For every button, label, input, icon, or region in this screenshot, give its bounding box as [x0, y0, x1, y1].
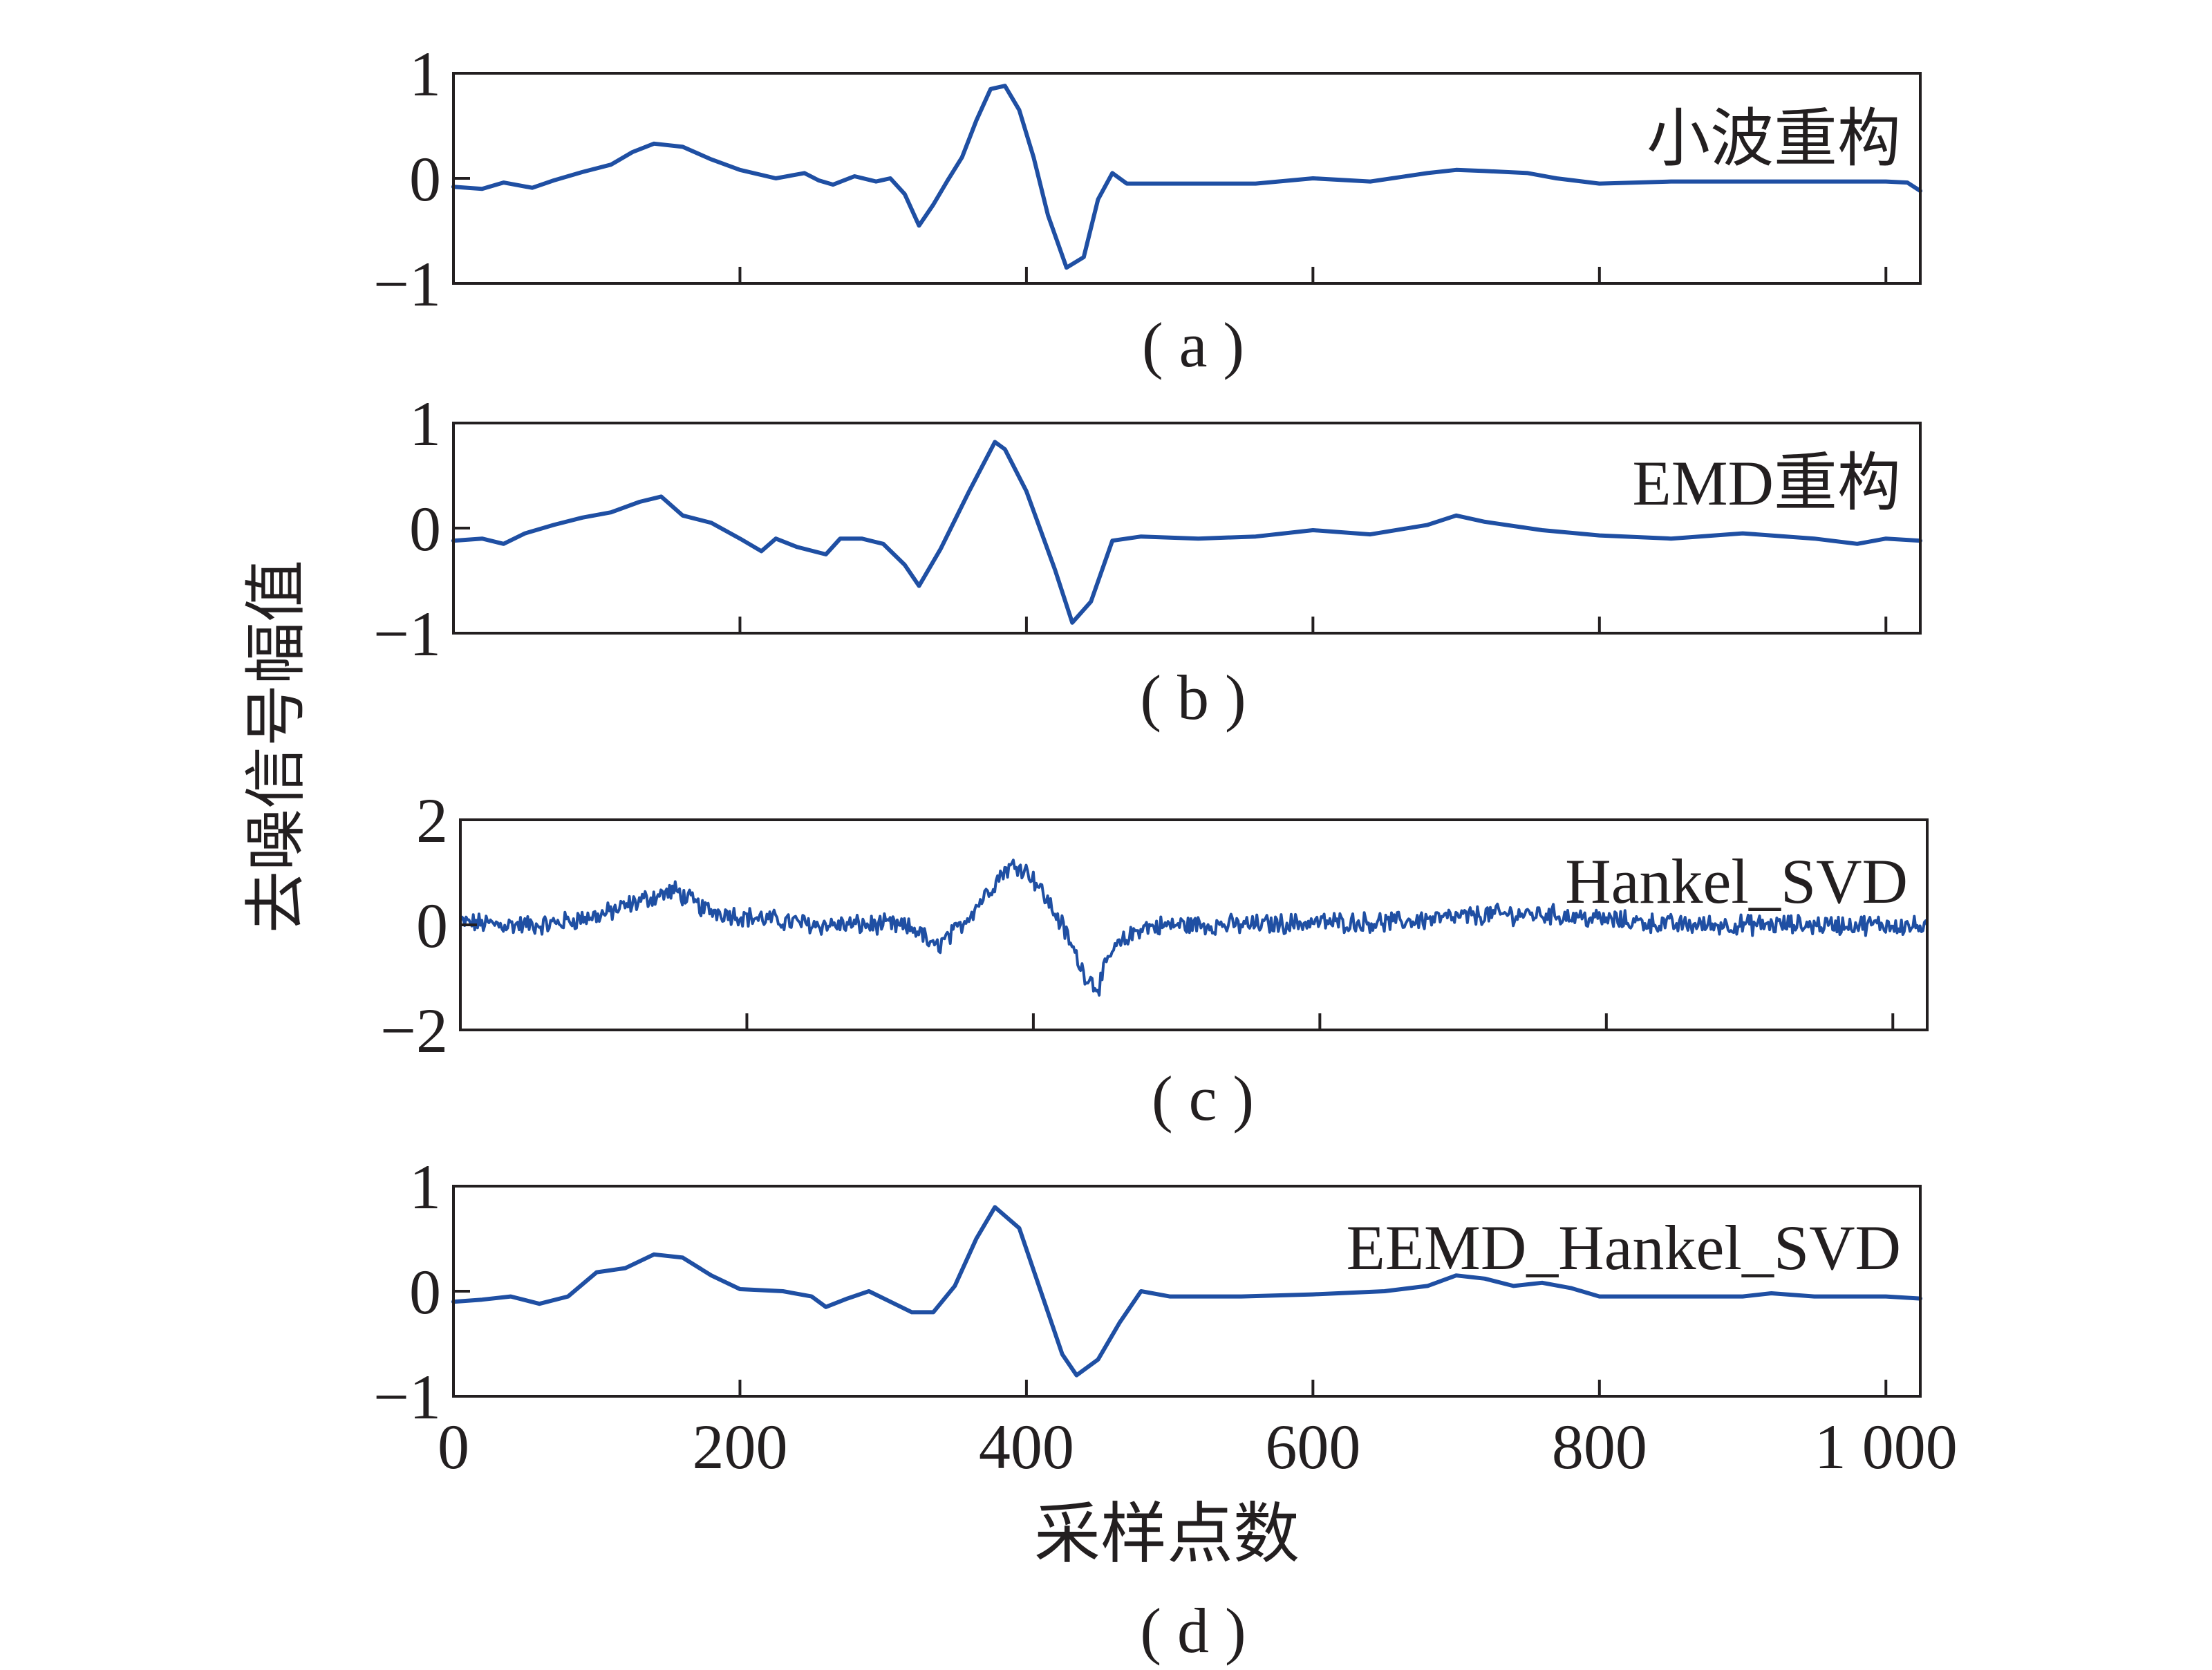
y-tick-label: 2 — [416, 785, 448, 856]
y-axis-title: 去噪信号幅值 — [243, 560, 311, 933]
x-tick-label: 200 — [692, 1411, 787, 1482]
y-tick-label: −1 — [373, 249, 441, 319]
y-tick-label: 0 — [409, 144, 441, 214]
x-tick-label: 800 — [1552, 1411, 1647, 1482]
panel-title: EMD重构 — [1633, 448, 1901, 518]
subplot-c: −2 0 2 Hankel_SVD ( c ) — [380, 785, 1929, 1134]
panel-caption: ( c ) — [1152, 1063, 1254, 1134]
y-tick-label: −1 — [373, 599, 441, 669]
subplot-a: −1 0 1 小波重构 ( a ) — [373, 39, 1922, 380]
x-axis-title: 采样点数 — [1034, 1497, 1300, 1571]
y-tick-label: 1 — [409, 1152, 441, 1222]
series-line — [459, 859, 1929, 997]
x-tick-label: 400 — [979, 1411, 1074, 1482]
panel-caption: ( d ) — [1140, 1595, 1246, 1666]
x-tick-label: 600 — [1265, 1411, 1360, 1482]
panel-caption: ( b ) — [1140, 662, 1246, 733]
series-line — [451, 1205, 1922, 1378]
panel-title: 小波重构 — [1647, 104, 1901, 174]
panel-title: EEMD_Hankel_SVD — [1347, 1212, 1901, 1283]
series-line — [451, 84, 1922, 270]
panel-caption: ( a ) — [1142, 310, 1244, 380]
panel-title: Hankel_SVD — [1565, 846, 1908, 917]
series-line — [451, 440, 1922, 625]
x-tick-label: 0 — [438, 1411, 469, 1482]
y-tick-label: −2 — [380, 995, 448, 1066]
y-tick-label: −1 — [373, 1362, 441, 1432]
y-tick-label: 0 — [409, 494, 441, 564]
x-tick-label: 1 000 — [1815, 1411, 1958, 1482]
subplot-b: −1 0 1 EMD重构 ( b ) — [373, 388, 1922, 733]
y-tick-label: 0 — [409, 1257, 441, 1327]
y-tick-label: 1 — [409, 388, 441, 459]
y-tick-label: 0 — [416, 890, 448, 961]
y-tick-label: 1 — [409, 39, 441, 109]
